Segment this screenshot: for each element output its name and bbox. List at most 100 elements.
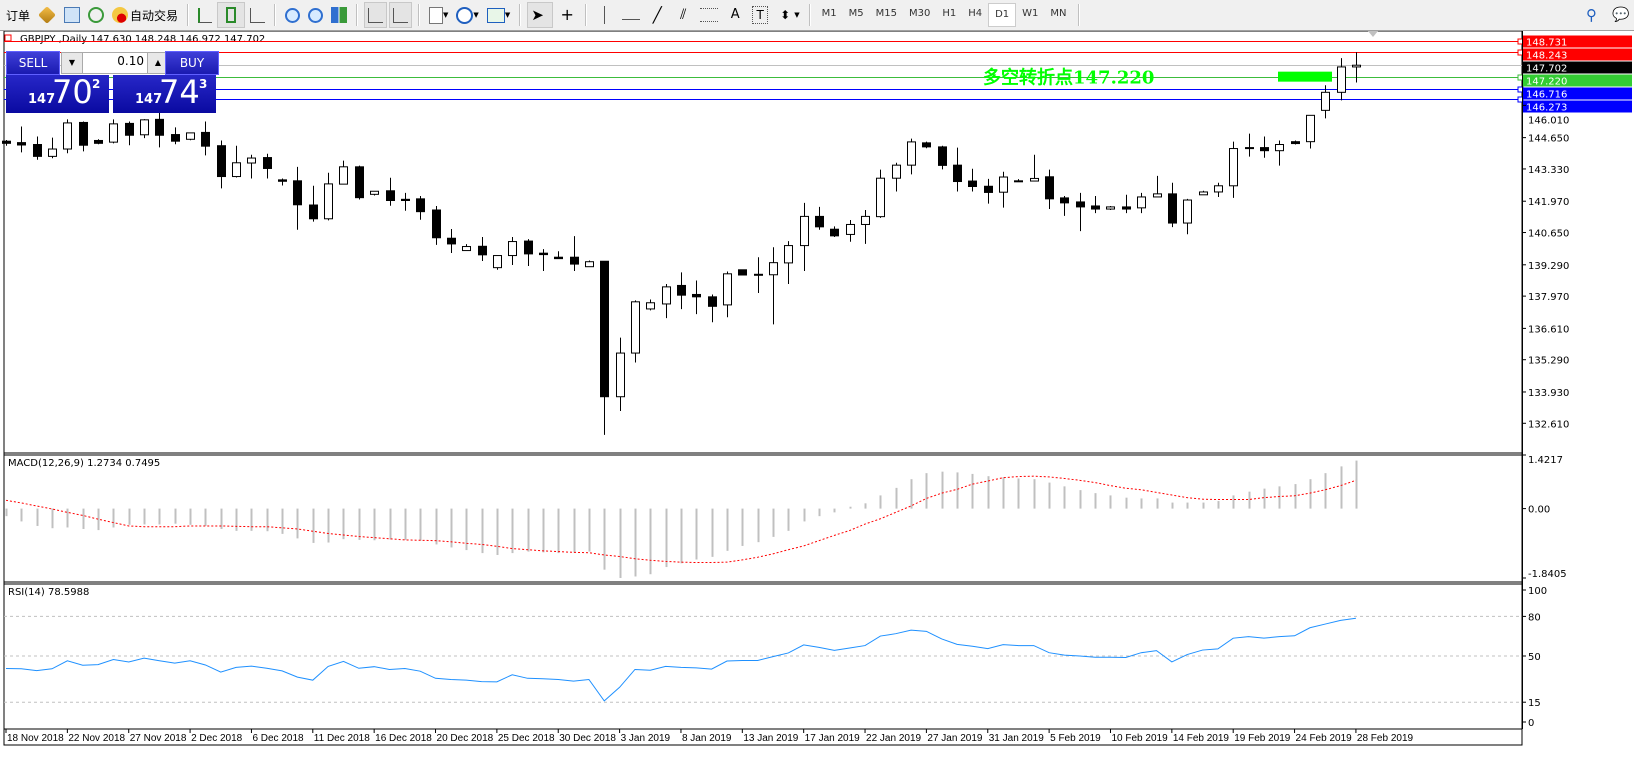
price-tick-label: 139.290 [1528, 261, 1569, 272]
navigator-button[interactable] [61, 3, 83, 27]
horizontal-line-icon [622, 10, 641, 20]
search-button[interactable]: ⚲ [1583, 3, 1607, 27]
candle-bearish [278, 179, 287, 182]
candle-bearish [539, 252, 548, 256]
chart-shift-marker[interactable] [1368, 31, 1378, 37]
price-level-label: 148.731 [1526, 38, 1567, 49]
time-axis-label: 31 Jan 2019 [989, 733, 1044, 744]
signals-icon [88, 7, 105, 23]
timeframe-m30-button[interactable]: M30 [908, 8, 931, 19]
price-tick-label: 141.970 [1528, 197, 1569, 208]
timeframe-m15-button[interactable]: M15 [875, 8, 897, 19]
candlestick-icon [226, 7, 237, 23]
candle-bearish [968, 180, 977, 188]
zoom-out-icon [308, 7, 324, 23]
vertical-line-button[interactable] [593, 3, 617, 27]
periods-button[interactable]: ▼ [453, 3, 481, 27]
candle-bullish [876, 177, 885, 218]
candle-bearish [1168, 193, 1177, 224]
candle-bullish [109, 123, 118, 143]
price-tick-label: 144.650 [1528, 134, 1569, 145]
timeframe-h4-button[interactable]: H4 [968, 8, 983, 19]
candle-bearish [201, 131, 210, 147]
candle-bullish [339, 166, 348, 185]
auto-trading-icon [112, 7, 129, 23]
candle-bearish [953, 164, 962, 183]
candlestick-button[interactable] [217, 2, 246, 28]
time-axis-label: 17 Jan 2019 [805, 733, 860, 744]
lot-size-input[interactable] [84, 54, 144, 68]
candle-bearish [432, 209, 441, 239]
chart-corner-marker [4, 34, 12, 42]
fibonacci-button[interactable] [697, 3, 721, 27]
bar-chart-button[interactable] [195, 3, 215, 27]
time-axis-label: 6 Dec 2018 [252, 733, 304, 744]
templates-button[interactable]: ▼ [484, 3, 513, 27]
timeframe-m5-button[interactable]: M5 [848, 8, 864, 19]
candle-bearish [600, 260, 609, 398]
text-label-button[interactable]: T [749, 3, 771, 27]
time-axis-label: 20 Dec 2018 [437, 733, 494, 744]
periods-icon [456, 6, 474, 24]
candle-bearish [1122, 206, 1131, 210]
dropdown-arrow-icon: ▼ [794, 11, 800, 19]
text-button[interactable]: A [723, 3, 747, 27]
candle-bullish [232, 162, 241, 178]
navigator-icon [64, 7, 81, 23]
candle-bullish [1352, 64, 1361, 68]
arrows-button[interactable]: ⬍ ▼ [773, 3, 802, 27]
timeframe-mn-button[interactable]: MN [1050, 8, 1067, 19]
lot-increase-button[interactable]: ▲ [147, 53, 168, 73]
buy-button[interactable]: BUY [165, 51, 219, 75]
auto-trading-button[interactable]: 自动交易 [109, 3, 181, 27]
lot-decrease-button[interactable]: ▼ [62, 53, 83, 73]
new-order-button[interactable]: 订单 [1, 3, 33, 27]
toolbar-separator [187, 4, 190, 26]
sell-button[interactable]: SELL [6, 51, 60, 75]
sell-price-button[interactable]: 147 70 2 [6, 73, 109, 113]
timeframe-m1-button[interactable]: M1 [821, 8, 837, 19]
horizontal-line-button[interactable] [619, 3, 643, 27]
buy-price-button[interactable]: 147 74 3 [113, 73, 216, 113]
signals-button[interactable] [85, 3, 107, 27]
time-axis-label: 22 Nov 2018 [68, 733, 125, 744]
candle-bullish [1137, 196, 1146, 209]
candle-bearish [554, 256, 563, 260]
candle-bullish [48, 148, 57, 157]
time-axis-label: 3 Jan 2019 [621, 733, 671, 744]
toolbar-separator [1077, 4, 1080, 26]
candle-bullish [1153, 193, 1162, 198]
lot-size-stepper: ▼ ▲ [61, 52, 169, 74]
dropdown-arrow-icon: ▼ [473, 11, 479, 19]
time-axis-label: 18 Nov 2018 [7, 733, 64, 744]
rsi-tick-label: 0 [1528, 718, 1534, 729]
line-chart-button[interactable] [247, 3, 268, 27]
crosshair-icon: + [560, 5, 574, 24]
timeframe-h1-button[interactable]: H1 [942, 8, 957, 19]
tile-windows-button[interactable] [328, 3, 350, 27]
price-level-label-bg [1523, 100, 1632, 113]
timeframe-d1-button[interactable]: D1 [988, 3, 1017, 27]
cursor-icon: ➤ [531, 6, 544, 24]
timeframe-w1-button[interactable]: W1 [1022, 8, 1039, 19]
equidistant-channel-button[interactable]: ⫽ [671, 3, 695, 27]
chart-shift-button[interactable] [364, 2, 388, 28]
cursor-button[interactable]: ➤ [527, 2, 554, 28]
candle-bearish [984, 185, 993, 193]
candle-bearish [33, 144, 42, 157]
auto-scroll-button[interactable] [389, 2, 413, 28]
crosshair-button[interactable]: + [555, 3, 579, 27]
trendline-button[interactable]: ╱ [645, 3, 669, 27]
chart-header: GBPJPY ,Daily 147.630 148.248 146.972 14… [20, 34, 265, 45]
zoom-in-button[interactable] [282, 3, 303, 27]
zoom-out-button[interactable] [305, 3, 326, 27]
market-watch-button[interactable] [35, 3, 59, 27]
indicators-button[interactable]: ▼ [426, 3, 451, 27]
time-axis-label: 19 Feb 2019 [1234, 733, 1291, 744]
candle-bearish [830, 228, 839, 237]
candle-bearish [692, 293, 701, 298]
chat-button[interactable]: 💬 [1609, 3, 1633, 27]
macd-tick-label: 0.00 [1528, 505, 1550, 516]
rsi-line [5, 617, 1356, 702]
